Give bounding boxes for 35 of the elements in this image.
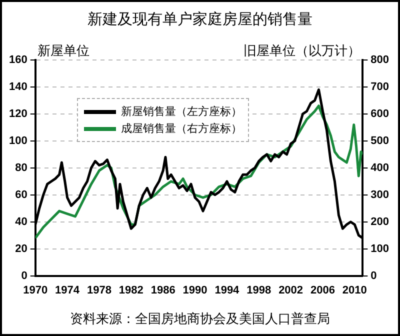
y2-tick-label: 100 xyxy=(370,242,390,255)
legend-label: 新屋销售量（左方座标） xyxy=(121,104,242,119)
y2-tick-label: 0 xyxy=(370,270,377,282)
y-tick-label: 60 xyxy=(15,188,28,201)
y-tick-label: 40 xyxy=(15,216,28,228)
y-tick-label: 140 xyxy=(8,81,28,94)
y2-tick-label: 500 xyxy=(370,134,390,147)
y-tick-label: 0 xyxy=(21,270,28,282)
x-tick-label: 1990 xyxy=(182,284,208,296)
y2-tick-label: 800 xyxy=(370,54,390,66)
legend-label: 成屋销售量（右方座标） xyxy=(121,121,242,136)
y2-tick-label: 200 xyxy=(370,216,390,228)
y-axis-title: 新屋单位 xyxy=(37,44,90,59)
x-tick-label: 2006 xyxy=(310,284,335,296)
y2-tick-label: 700 xyxy=(370,81,390,94)
y-tick-label: 20 xyxy=(15,242,28,255)
x-tick-label: 1986 xyxy=(150,284,176,296)
y-tick-label: 80 xyxy=(15,162,28,174)
x-tick-label: 1970 xyxy=(23,284,48,296)
text: 资料来源：全国房地商协会及美国人口普查局 xyxy=(69,310,331,328)
x-tick-label: 2002 xyxy=(278,284,304,296)
y-tick-label: 160 xyxy=(8,54,28,66)
y2-tick-label: 400 xyxy=(370,162,390,174)
x-tick-label: 1994 xyxy=(214,284,240,296)
y2-tick-label: 600 xyxy=(370,108,390,120)
x-tick-label: 1982 xyxy=(118,284,144,296)
y2-axis-title: 旧屋单位（以万计） xyxy=(244,44,361,59)
x-tick-label: 1998 xyxy=(246,284,272,296)
x-tick-label: 2010 xyxy=(342,284,367,296)
y2-tick-label: 300 xyxy=(370,188,390,201)
y-tick-label: 120 xyxy=(8,108,28,120)
x-tick-label: 1974 xyxy=(55,284,80,296)
y-tick-label: 100 xyxy=(8,134,28,147)
x-tick-label: 1978 xyxy=(86,284,112,296)
chart-title: 新建及现有单户家庭房屋的销售量 xyxy=(86,10,314,29)
